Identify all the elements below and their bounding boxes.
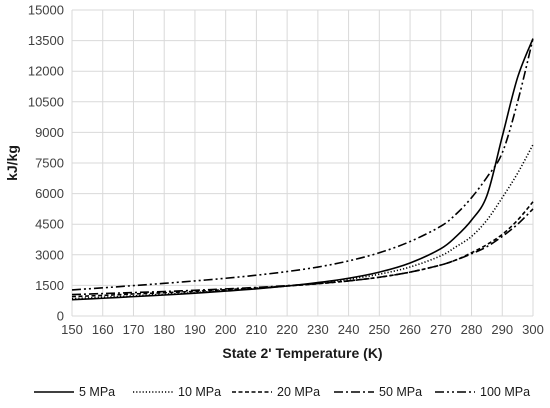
x-axis-ticks: 150 160 170 180 190 200 210 220 230 240 250 260 270 2… <box>61 322 544 337</box>
y-tick-label: 9000 <box>35 125 64 140</box>
legend-label: 5 MPa <box>79 385 115 399</box>
y-tick-label: 15000 <box>28 3 64 18</box>
y-tick-label: 7500 <box>35 156 64 171</box>
x-tick-label: 210 <box>246 322 268 337</box>
y-tick-label: 3000 <box>35 247 64 262</box>
y-tick-label: 0 <box>57 309 64 324</box>
y-tick-label: 12000 <box>28 64 64 79</box>
legend-label: 10 MPa <box>178 385 221 399</box>
series-line-5-mpa <box>71 38 534 301</box>
y-tick-label: 13500 <box>28 33 64 48</box>
legend-label: 100 MPa <box>480 385 530 399</box>
legend-label: 20 MPa <box>277 385 320 399</box>
series-lines <box>71 38 534 301</box>
x-tick-label: 300 <box>522 322 544 337</box>
y-tick-label: 4500 <box>35 217 64 232</box>
series-line-100-mpa <box>71 38 534 291</box>
x-tick-label: 250 <box>368 322 390 337</box>
x-tick-label: 270 <box>430 322 452 337</box>
series-line-20-mpa <box>71 201 534 298</box>
y-tick-label: 1500 <box>35 278 64 293</box>
x-tick-label: 160 <box>92 322 114 337</box>
x-tick-label: 280 <box>461 322 483 337</box>
x-tick-label: 220 <box>276 322 298 337</box>
series-line-10-mpa <box>71 144 534 300</box>
y-axis-ticks: 0 1500 3000 4500 6000 7500 9000 10500 12000 13500… <box>28 3 64 324</box>
y-tick-label: 6000 <box>35 186 64 201</box>
series-line-50-mpa <box>71 208 534 296</box>
y-tick-label: 10500 <box>28 94 64 109</box>
x-tick-label: 200 <box>215 322 237 337</box>
x-tick-label: 290 <box>491 322 513 337</box>
x-axis-title: State 2' Temperature (K) <box>222 345 382 361</box>
x-tick-label: 180 <box>153 322 175 337</box>
y-axis-title: kJ/kg <box>4 145 20 181</box>
grid <box>71 9 534 317</box>
legend: 5 MPa 10 MPa 20 MPa 50 MPa 100 MPa <box>34 385 530 399</box>
x-tick-label: 260 <box>399 322 421 337</box>
x-tick-label: 150 <box>61 322 83 337</box>
x-tick-label: 190 <box>184 322 206 337</box>
x-tick-label: 170 <box>123 322 145 337</box>
x-tick-label: 240 <box>338 322 360 337</box>
legend-label: 50 MPa <box>379 385 422 399</box>
x-tick-label: 230 <box>307 322 329 337</box>
